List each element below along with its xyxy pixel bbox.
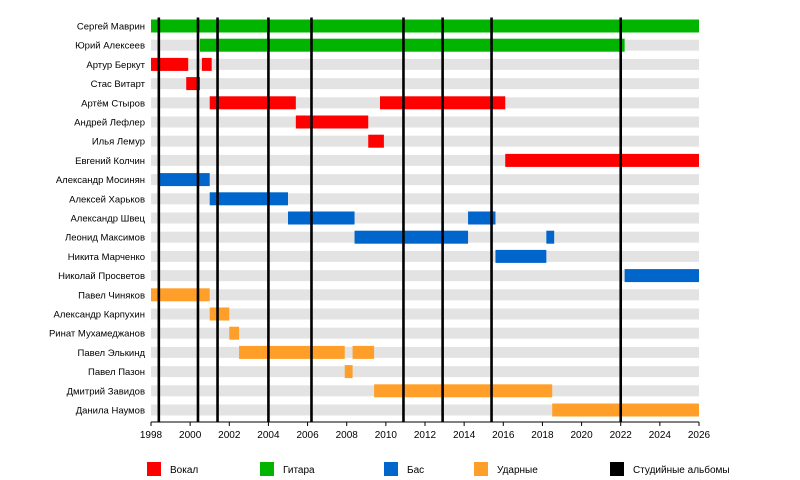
x-tick-label: 2020	[570, 430, 593, 441]
member-name-label: Александр Мосинян	[56, 175, 145, 186]
row-stripe	[151, 366, 699, 378]
member-name-label: Илья Лемур	[92, 137, 145, 148]
drums-bar	[239, 345, 345, 359]
drums-legend-swatch	[474, 462, 488, 476]
drums-bar	[374, 384, 553, 398]
vocals-bar	[505, 153, 699, 167]
member-name-label: Андрей Лефлер	[74, 118, 145, 129]
x-tick-label: 2006	[296, 430, 319, 441]
row-stripe	[151, 78, 699, 90]
member-name-label: Юрий Алексеев	[75, 41, 145, 52]
x-tick-label: 2018	[531, 430, 554, 441]
vocals-bar	[151, 57, 189, 71]
vocals-bar	[201, 57, 212, 71]
member-name-label: Алексей Харьков	[69, 194, 145, 205]
x-tick-label: 2024	[649, 430, 672, 441]
bass-legend-label: Бас	[407, 465, 424, 476]
x-tick-label: 2026	[688, 430, 711, 441]
member-name-label: Стас Витарт	[91, 79, 146, 90]
vocals-bar	[186, 77, 200, 91]
row-stripes	[151, 20, 699, 416]
drums-bar	[229, 326, 240, 340]
row-stripe	[151, 270, 699, 282]
row-stripe	[151, 289, 699, 301]
member-name-label: Никита Марченко	[68, 252, 145, 263]
vocals-legend-swatch	[147, 462, 161, 476]
x-tick-label: 2000	[179, 430, 202, 441]
member-name-label: Евгений Колчин	[75, 156, 145, 167]
vocals-bar	[368, 134, 384, 148]
x-tick-label: 2014	[453, 430, 476, 441]
member-name-label: Павел Пазон	[88, 367, 145, 378]
x-tick-label: 2008	[336, 430, 359, 441]
row-stripe	[151, 174, 699, 186]
bass-bar	[624, 269, 699, 283]
row-stripe	[151, 135, 699, 147]
member-name-label: Сергей Маврин	[77, 22, 145, 33]
bass-bar	[158, 173, 210, 187]
member-name-label: Дмитрий Завидов	[67, 386, 145, 397]
member-name-label: Леонид Максимов	[65, 233, 145, 244]
x-tick-label: 2002	[218, 430, 241, 441]
member-name-label: Александр Карпухин	[54, 310, 145, 321]
guitar-legend-label: Гитара	[283, 465, 315, 476]
x-tick-label: 2016	[492, 430, 515, 441]
bass-bar	[495, 249, 547, 263]
x-tick-label: 1998	[140, 430, 163, 441]
row-stripe	[151, 193, 699, 205]
row-stripe	[151, 308, 699, 320]
member-name-label: Артём Стыров	[81, 98, 145, 109]
x-tick-label: 2010	[375, 430, 398, 441]
member-labels: Сергей Маврин Юрий Алексеев Артур Беркут Ст…	[49, 22, 146, 417]
x-tick-label: 2022	[610, 430, 633, 441]
bass-bar	[546, 230, 555, 244]
member-name-label: Ринат Мухамеджанов	[49, 329, 145, 340]
legend: Вокал Гитара Бас Ударные Студийные альбомы	[147, 462, 730, 476]
drums-bar	[344, 365, 353, 379]
row-stripe	[151, 346, 699, 358]
bass-legend-swatch	[384, 462, 398, 476]
vocals-bar	[209, 96, 296, 110]
row-stripe	[151, 212, 699, 224]
x-tick-label: 2004	[257, 430, 280, 441]
membership-bars	[151, 19, 699, 417]
row-stripe	[151, 250, 699, 262]
albums-legend-swatch	[610, 462, 624, 476]
drums-bar	[209, 307, 230, 321]
bass-bar	[209, 192, 288, 206]
guitar-legend-swatch	[260, 462, 274, 476]
bass-bar	[288, 211, 355, 225]
albums-legend-label: Студийные альбомы	[633, 464, 730, 476]
x-axis: 1998 2000 2002 2004 2006 2008 2010 2012 2014 2016…	[140, 421, 711, 441]
guitar-bar	[151, 19, 699, 33]
row-stripe	[151, 116, 699, 128]
x-tick-label: 2012	[414, 430, 437, 441]
member-name-label: Николай Просветов	[58, 271, 145, 282]
vocals-bar	[295, 115, 369, 129]
member-name-label: Артур Беркут	[86, 60, 145, 71]
member-name-label: Павел Чиняков	[78, 290, 145, 301]
bass-bar	[468, 211, 496, 225]
vocals-legend-label: Вокал	[170, 465, 198, 476]
member-name-label: Александр Швец	[70, 214, 145, 225]
member-name-label: Павел Элькинд	[78, 348, 146, 359]
album-lines	[157, 17, 623, 422]
row-stripe	[151, 58, 699, 70]
drums-legend-label: Ударные	[497, 465, 538, 476]
row-stripe	[151, 154, 699, 166]
row-stripe	[151, 327, 699, 339]
drums-bar	[352, 345, 375, 359]
member-name-label: Данила Наумов	[76, 406, 145, 417]
drums-bar	[151, 288, 210, 302]
row-stripe	[151, 404, 699, 416]
bass-bar	[354, 230, 469, 244]
guitar-bar	[199, 38, 625, 52]
drums-bar	[552, 403, 699, 417]
